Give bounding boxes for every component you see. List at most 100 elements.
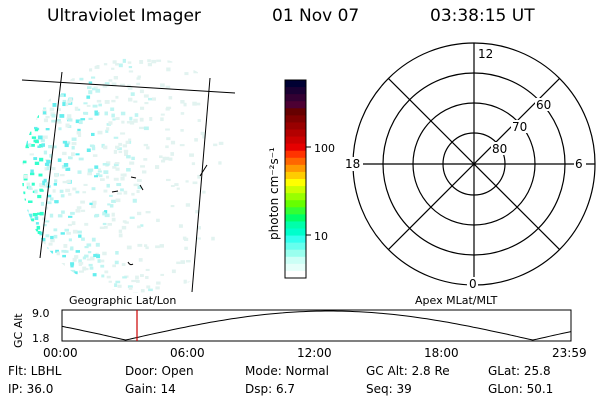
status-door: Door: Open: [125, 364, 194, 378]
uv-speckle: [111, 212, 115, 217]
uv-speckle: [114, 283, 118, 288]
timeline-x-tick-4: 23:59: [552, 346, 587, 360]
uv-speckle: [202, 190, 206, 194]
uv-speckle: [30, 295, 33, 298]
uv-speckle: [29, 153, 34, 156]
colorbar-swatch: [285, 200, 306, 208]
uv-speckle: [42, 92, 47, 95]
uv-speckle: [92, 87, 96, 91]
uv-speckle: [93, 253, 97, 258]
uv-speckle: [93, 86, 98, 91]
uv-speckle: [180, 100, 185, 104]
uv-speckle: [47, 76, 52, 79]
uv-speckle: [129, 161, 135, 165]
uv-speckle: [36, 225, 41, 230]
uv-speckle: [117, 284, 122, 288]
uv-speckle: [96, 99, 102, 103]
uv-speckle: [43, 111, 47, 115]
uv-speckle: [185, 180, 189, 183]
uv-speckle: [170, 205, 175, 208]
uv-speckle: [200, 131, 205, 136]
uv-speckle: [195, 102, 201, 106]
uv-speckle: [48, 88, 53, 93]
uv-speckle: [62, 180, 67, 184]
uv-speckle: [44, 220, 50, 223]
uv-speckle: [22, 191, 26, 195]
uv-speckle: [31, 243, 35, 247]
uv-speckle: [133, 118, 138, 123]
uv-speckle: [125, 140, 130, 144]
colorbar-swatch: [285, 214, 306, 223]
orbit-altitude-curve: [61, 310, 572, 341]
uv-background: [22, 57, 258, 293]
uv-speckle: [94, 112, 99, 116]
uv-speckle: [213, 68, 219, 71]
colorbar-swatch: [285, 221, 306, 230]
uv-speckle: [61, 249, 67, 253]
uv-speckle: [104, 111, 108, 116]
uv-speckle: [64, 228, 69, 232]
uv-speckle: [116, 183, 122, 187]
image-grid-lines: [21, 71, 236, 293]
uv-speckle: [42, 109, 47, 113]
uv-speckle: [31, 182, 35, 186]
uv-speckle: [47, 194, 52, 198]
uv-speckle: [57, 158, 62, 162]
uv-speckle: [114, 162, 120, 165]
uv-speckle: [103, 63, 108, 66]
uv-speckle: [159, 244, 164, 248]
uv-speckle: [58, 127, 62, 131]
uv-speckle: [60, 269, 65, 274]
timeline-y-axis-label: GC Alt: [12, 313, 25, 348]
label-bg-18: [343, 157, 363, 171]
uv-speckle: [139, 60, 144, 64]
uv-speckle: [43, 118, 48, 123]
uv-speckle: [65, 69, 70, 72]
uv-speckle: [27, 91, 33, 95]
uv-speckle: [94, 65, 100, 69]
uv-speckle: [53, 228, 58, 232]
uv-speckle: [49, 213, 54, 218]
uv-speckle: [91, 76, 96, 79]
uv-speckle: [104, 82, 110, 86]
colorbar-swatch: [285, 143, 306, 152]
uv-speckle: [32, 269, 36, 273]
uv-speckle: [43, 107, 47, 110]
colorbar-swatch: [285, 171, 306, 180]
uv-speckle: [120, 176, 125, 181]
uv-speckle: [62, 151, 67, 156]
uv-speckle: [123, 190, 128, 195]
uv-speckle: [115, 63, 119, 66]
uv-speckle: [22, 90, 26, 93]
uv-speckle: [131, 156, 135, 161]
uv-speckle: [30, 144, 35, 147]
uv-speckle: [80, 285, 84, 289]
uv-speckle: [53, 60, 57, 64]
uv-speckle: [37, 264, 42, 268]
uv-speckle: [37, 212, 41, 215]
uv-speckle: [56, 270, 61, 273]
uv-speckle: [43, 184, 47, 188]
uv-speckle: [48, 242, 53, 246]
uv-speckle: [22, 270, 25, 274]
colorbar-swatch: [285, 164, 306, 173]
label-bg-80: [491, 142, 508, 155]
uv-speckle: [41, 91, 47, 94]
timeline-x-tick-2: 12:00: [297, 346, 332, 360]
uv-speckle: [29, 245, 35, 250]
uv-speckle: [32, 69, 37, 74]
uv-speckle: [113, 177, 119, 181]
uv-speckle: [120, 83, 125, 87]
colorbar-swatch: [285, 108, 306, 116]
uv-speckle: [29, 117, 33, 120]
uv-speckle: [46, 270, 50, 273]
uv-speckle: [53, 183, 57, 186]
uv-speckle: [91, 146, 96, 151]
uv-speckle: [33, 139, 39, 143]
uv-speckle: [59, 174, 65, 177]
uv-speckle: [89, 68, 93, 72]
uv-speckle: [57, 121, 62, 124]
uv-speckle: [139, 126, 144, 130]
uv-speckle: [22, 123, 25, 126]
uv-speckle: [31, 136, 37, 139]
